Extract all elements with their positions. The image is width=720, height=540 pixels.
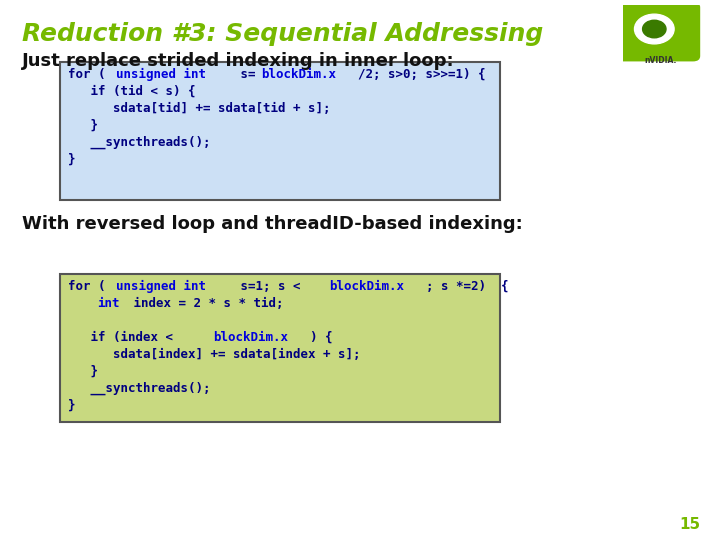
Text: sdata[tid] += sdata[tid + s];: sdata[tid] += sdata[tid + s]; [68, 102, 330, 115]
Text: if (tid < s) {: if (tid < s) { [68, 85, 196, 98]
Text: for (: for ( [68, 68, 106, 81]
Text: Just replace strided indexing in inner loop:: Just replace strided indexing in inner l… [22, 52, 454, 70]
Text: Reduction #3: Sequential Addressing: Reduction #3: Sequential Addressing [22, 22, 544, 46]
Text: for (: for ( [68, 280, 106, 293]
Text: blockDim.x: blockDim.x [261, 68, 336, 81]
Circle shape [634, 14, 674, 44]
Text: __syncthreads();: __syncthreads(); [68, 382, 210, 395]
Text: sdata[index] += sdata[index + s];: sdata[index] += sdata[index + s]; [68, 348, 361, 361]
Text: }: } [68, 153, 76, 166]
Text: if (index <: if (index < [68, 331, 181, 344]
FancyBboxPatch shape [60, 62, 500, 200]
FancyBboxPatch shape [60, 274, 500, 422]
Circle shape [642, 20, 666, 38]
Text: unsigned int: unsigned int [117, 280, 207, 293]
Text: nVIDIA.: nVIDIA. [644, 56, 677, 65]
Text: __syncthreads();: __syncthreads(); [68, 136, 210, 150]
Text: ) {: ) { [310, 331, 333, 344]
Text: }: } [68, 119, 98, 132]
Text: blockDim.x: blockDim.x [329, 280, 405, 293]
Text: unsigned int: unsigned int [117, 68, 207, 81]
Text: s=: s= [233, 68, 255, 81]
Text: With reversed loop and threadID-based indexing:: With reversed loop and threadID-based in… [22, 215, 523, 233]
Text: 15: 15 [679, 517, 700, 532]
Text: }: } [68, 399, 76, 412]
Text: int: int [97, 297, 120, 310]
Text: /2; s>0; s>>=1) {: /2; s>0; s>>=1) { [359, 68, 486, 81]
Text: blockDim.x: blockDim.x [213, 331, 288, 344]
Text: s=1; s <: s=1; s < [233, 280, 307, 293]
Text: ; s *=2)  {: ; s *=2) { [426, 280, 508, 293]
FancyBboxPatch shape [616, 2, 700, 62]
Text: }: } [68, 365, 98, 378]
Text: index = 2 * s * tid;: index = 2 * s * tid; [126, 297, 284, 310]
